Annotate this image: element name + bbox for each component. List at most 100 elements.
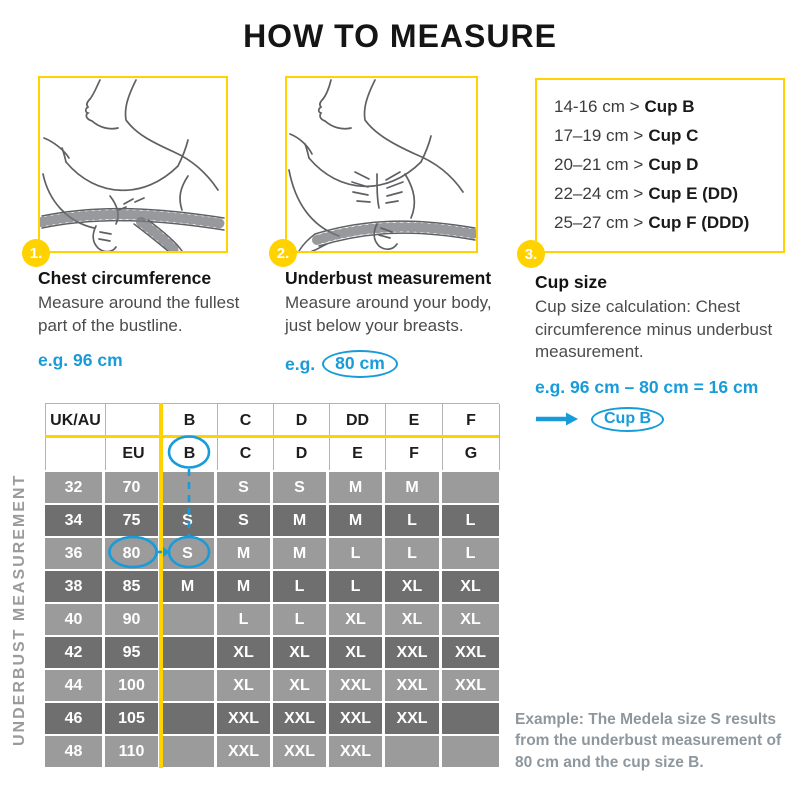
size-table-cell: 100 [105, 670, 161, 701]
size-table: UK/AU B C D DD E F EU B C D E F G 32 70 S S M M 34 75 S S M M L L 3… [45, 403, 500, 769]
size-table-cell: 48 [45, 736, 105, 767]
size-table-cell: XL [385, 571, 442, 602]
size-table-cell: 70 [105, 472, 161, 503]
size-table-header-cell: D [274, 404, 330, 437]
cup-label: Cup E (DD) [648, 184, 739, 203]
cup-range: 20–21 cm > [554, 155, 644, 174]
size-table-cell: 38 [45, 571, 105, 602]
size-table-cell: XXL [273, 736, 329, 767]
size-table-cell: XL [217, 670, 273, 701]
size-table-header-cell: F [443, 404, 500, 437]
step-heading: Underbust measurement [285, 268, 492, 288]
size-table-cell: XL [217, 637, 273, 668]
size-table-cell [161, 736, 217, 767]
size-table-cell: M [329, 472, 385, 503]
size-table-cell: L [273, 571, 329, 602]
woman-measuring-underbust-drawing [288, 79, 476, 251]
yellow-vertical-divider [159, 403, 163, 768]
underbust-measurement-axis-label: UNDERBUST MEASUREMENT [11, 473, 28, 747]
cup-label: Cup C [648, 126, 699, 145]
size-table-header-cell: B [162, 437, 218, 470]
size-table-cell: 75 [105, 505, 161, 536]
circled-value: 80 cm [322, 350, 398, 379]
step-heading: Cup size [535, 272, 607, 292]
cup-chart-line: 25–27 cm > Cup F (DDD) [554, 208, 783, 237]
size-table-row: 40 90 L L XL XL XL [45, 604, 499, 635]
page-title: HOW TO MEASURE [243, 18, 557, 54]
cup-label: Cup B [644, 97, 695, 116]
size-table-cell: 90 [105, 604, 161, 635]
size-table-cell [161, 472, 217, 503]
size-table-header: UK/AU B C D DD E F EU B C D E F G [45, 403, 500, 470]
step-3-cup-size: Cup size Cup size calculation: Chest cir… [535, 272, 790, 432]
size-table-cell: S [161, 538, 217, 569]
step-1-chest-circumference: Chest circumference Measure around the f… [38, 268, 256, 371]
step-example: e.g. 96 cm [38, 350, 123, 371]
size-table-row: 46 105 XXL XXL XXL XXL [45, 703, 499, 734]
size-table-cell: XXL [217, 703, 273, 734]
step-example: e.g. 96 cm – 80 cm = 16 cm [535, 376, 759, 397]
size-table-cell: XXL [329, 670, 385, 701]
size-table-cell: S [217, 472, 273, 503]
size-table-cell: XL [273, 670, 329, 701]
size-table-cell: XXL [273, 703, 329, 734]
size-table-cell [161, 604, 217, 635]
size-table-cell: M [329, 505, 385, 536]
size-table-cell: S [217, 505, 273, 536]
cup-range: 25–27 cm > [554, 213, 644, 232]
size-table-cell: XXL [442, 637, 499, 668]
size-table-header-cell [46, 437, 106, 470]
size-table-row: 42 95 XL XL XL XXL XXL [45, 637, 499, 668]
size-table-cell: XXL [385, 670, 442, 701]
cup-range: 17–19 cm > [554, 126, 644, 145]
size-table-header-cell: E [330, 437, 386, 470]
size-table-cell: 85 [105, 571, 161, 602]
size-table-cell: 105 [105, 703, 161, 734]
size-table-cell: M [217, 538, 273, 569]
size-table-header-cell: B [162, 404, 218, 437]
size-table-cell: M [273, 538, 329, 569]
step-2-badge: 2. [269, 239, 297, 267]
size-table-cell: XXL [385, 637, 442, 668]
size-table-cell [161, 670, 217, 701]
size-table-cell: XXL [442, 670, 499, 701]
size-table-header-cell: G [443, 437, 500, 470]
size-table-cell: XXL [329, 736, 385, 767]
size-table-row: 32 70 S S M M [45, 472, 499, 503]
size-table-cell [161, 637, 217, 668]
size-table-row: 38 85 M M L L XL XL [45, 571, 499, 602]
size-table-cell [161, 703, 217, 734]
example-prefix: e.g. [285, 353, 316, 374]
size-table-header-cell: EU [106, 437, 162, 470]
step-2-underbust-measurement: Underbust measurement Measure around you… [285, 268, 513, 379]
step-1-badge: 1. [22, 239, 50, 267]
size-table-row: 34 75 S S M M L L [45, 505, 499, 536]
size-table-cell: 95 [105, 637, 161, 668]
arrow-right-icon [536, 412, 578, 426]
step-3-badge: 3. [517, 240, 545, 268]
step-heading: Chest circumference [38, 268, 212, 288]
size-table-header-cell: C [218, 404, 274, 437]
size-table-cell: XXL [385, 703, 442, 734]
size-table-cell: L [442, 538, 499, 569]
size-table-cell: XL [273, 637, 329, 668]
size-table-header-cell: UK/AU [46, 404, 106, 437]
size-table-cell: M [161, 571, 217, 602]
size-table-row: 48 110 XXL XXL XXL [45, 736, 499, 767]
size-table-body: 32 70 S S M M 34 75 S S M M L L 36 80 S M M L L L 38 85 M M L L XL XL… [45, 472, 499, 767]
chest-measurement-illustration [38, 76, 228, 253]
step-body: Measure around your body, just below you… [285, 293, 492, 335]
cup-label: Cup D [648, 155, 699, 174]
size-table-cell: M [385, 472, 442, 503]
size-table-cell: 32 [45, 472, 105, 503]
size-table-cell: L [329, 571, 385, 602]
size-table-cell: XL [442, 604, 499, 635]
example-footnote: Example: The Medela size S results from … [515, 711, 782, 771]
size-table-cell: XXL [217, 736, 273, 767]
size-table-cell: XXL [329, 703, 385, 734]
cup-range: 14-16 cm > [554, 97, 640, 116]
size-table-cell: L [442, 505, 499, 536]
size-table-cell: L [329, 538, 385, 569]
size-table-cell: L [385, 538, 442, 569]
